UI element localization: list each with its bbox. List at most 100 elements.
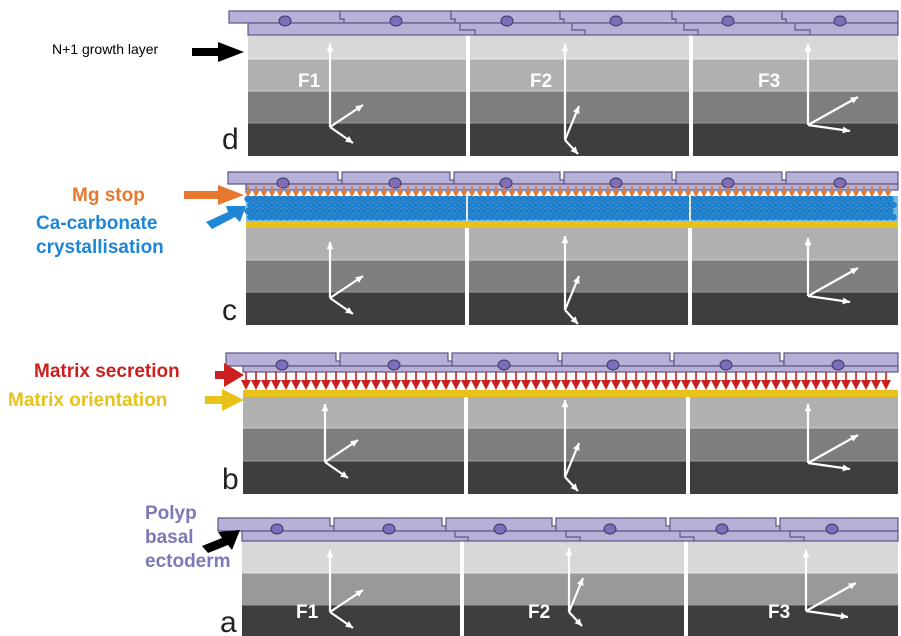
matrix-secretion-arrow (215, 363, 244, 387)
ca-carbonate-crystal (631, 213, 639, 221)
matrix-secretion-arrow-head (481, 380, 491, 390)
ca-carbonate-crystal (841, 213, 849, 221)
mg-stop-arrow-head (404, 191, 412, 197)
ca-carbonate-crystal (616, 207, 624, 215)
ca-carbonate-crystal (379, 201, 387, 209)
orientation-arrowhead (850, 97, 858, 104)
mg-stop-arrow-head (876, 191, 884, 197)
ca-carbonate-crystal (295, 201, 303, 209)
crystal-orientation-arrows (321, 44, 859, 629)
mg-stop-arrow-head (420, 191, 428, 197)
matrix-secretion-arrow-head (831, 380, 841, 390)
ca-carbonate-crystal (526, 207, 534, 215)
mg-stop-arrow-head (508, 191, 516, 197)
ca-carbonate-crystal (322, 207, 330, 215)
ca-carbonate-crystal (709, 213, 717, 221)
ca-carbonate-crystal (637, 213, 645, 221)
ca-carbonate-crystal (328, 195, 336, 203)
ca-carbonate-crystal (316, 207, 324, 215)
ca-carbonate-crystal (613, 213, 621, 221)
ca-carbonate-crystal (742, 207, 750, 215)
fiber-label-f1: F1 (298, 71, 321, 92)
fiber-label-f3: F3 (768, 602, 790, 623)
ca-carbonate-crystal (388, 195, 396, 203)
ca-carbonate-crystal (838, 207, 846, 215)
ca-carbonate-crystal (745, 201, 753, 209)
matrix-secretion-arrow-head (501, 380, 511, 390)
matrix-secretion-arrow-head (261, 380, 271, 390)
ca-carbonate-crystal (643, 201, 651, 209)
ca-carbonate-crystal (763, 201, 771, 209)
ca-carbonate-crystal (271, 213, 279, 221)
ca-carbonate-crystal (835, 213, 843, 221)
matrix-secretion-arrow-head (781, 380, 791, 390)
ca-carbonate-crystal (598, 207, 606, 215)
matrix-secretion-label: Matrix secretion (34, 361, 180, 382)
ca-carbonate-crystal (307, 213, 315, 221)
ca-carbonate-crystal (436, 207, 444, 215)
fiber-separator (688, 185, 692, 325)
ca-carbonate-crystal (469, 201, 477, 209)
matrix-secretion-arrow-head (281, 380, 291, 390)
ca-carbonate-crystal (772, 207, 780, 215)
matrix-secretion-arrow-head (591, 380, 601, 390)
ca-carbonate-crystal (481, 201, 489, 209)
ca-carbonate-crystal (568, 195, 576, 203)
ca-carbonate-crystal (709, 201, 717, 209)
ca-carbonate-crystal (415, 201, 423, 209)
ca-carbonate-crystal (244, 195, 252, 203)
ca-carbonate-crystal (553, 201, 561, 209)
mg-stop-arrow-head (476, 191, 484, 197)
ca-carbonate-crystal (607, 201, 615, 209)
ca-carbonate-crystal (808, 195, 816, 203)
matrix-secretion-arrow-head (471, 380, 481, 390)
ca-carbonate-crystal (289, 213, 297, 221)
ectoderm-membrane (217, 517, 899, 542)
orientation-arrowhead (561, 236, 569, 244)
mg-stop-arrow-head (652, 191, 660, 197)
mg-stop-arrow-head (492, 191, 500, 197)
ca-carbonate-crystal (505, 201, 513, 209)
ca-carbonate-crystal (397, 201, 405, 209)
ca-carbonate-crystal (433, 201, 441, 209)
matrix-secretion-arrow-head (561, 380, 571, 390)
matrix-secretion-arrow-head (401, 380, 411, 390)
ca-carbonate-crystal (553, 213, 561, 221)
ca-carbonate-crystal (538, 207, 546, 215)
mg-stop-arrow-head (324, 191, 332, 197)
matrix-secretion-arrow-head (631, 380, 641, 390)
matrix-secretion-arrow-head (701, 380, 711, 390)
ca-carbonate-crystal (256, 207, 264, 215)
ectoderm-membrane (225, 352, 899, 373)
matrix-secretion-arrow-head (531, 380, 541, 390)
matrix-secretion-arrow-head (301, 380, 311, 390)
ca-carbonate-crystal (412, 207, 420, 215)
mg-stop-arrow-head (428, 191, 436, 197)
ca-carbonate-crystal (679, 201, 687, 209)
orientation-arrowhead (570, 483, 578, 491)
matrix-secretion-arrow-head (331, 380, 341, 390)
mg-stop-arrow-head (756, 191, 764, 197)
matrix-secretion-arrow-head (671, 380, 681, 390)
ca-carbonate-crystal (511, 213, 519, 221)
ca-carbonate-crystal (514, 207, 522, 215)
ca-carbonate-crystal (712, 195, 720, 203)
ca-carbonate-crystal (274, 195, 282, 203)
ca-carbonate-crystal (427, 201, 435, 209)
ca-carbonate-crystal (310, 195, 318, 203)
mg-stop-arrow-head (724, 191, 732, 197)
mg-stop-arrow-head (484, 191, 492, 197)
panel-letter-d: d (222, 123, 239, 156)
ca-carbonate-crystal (820, 195, 828, 203)
ca-carbonate-crystal (439, 201, 447, 209)
ca-carbonate-crystal (331, 213, 339, 221)
polyp-label-2: basal (145, 527, 194, 548)
ca-carbonate-crystal (889, 201, 897, 209)
ca-carbonate-crystal (790, 195, 798, 203)
orientation-arrowhead (565, 548, 573, 556)
ca-carbonate-crystal (277, 213, 285, 221)
ca-carbonate-crystal (340, 207, 348, 215)
ca-carbonate-crystal (538, 195, 546, 203)
ca-carbonate-crystal (403, 213, 411, 221)
ca-carbonate-crystal (376, 207, 384, 215)
